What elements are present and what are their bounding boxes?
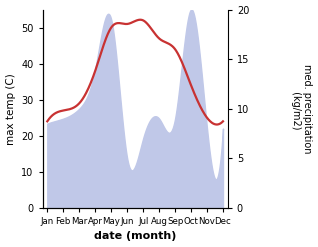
Y-axis label: max temp (C): max temp (C) [5, 73, 16, 144]
Y-axis label: med. precipitation
 (kg/m2): med. precipitation (kg/m2) [291, 64, 313, 153]
X-axis label: date (month): date (month) [94, 231, 176, 242]
